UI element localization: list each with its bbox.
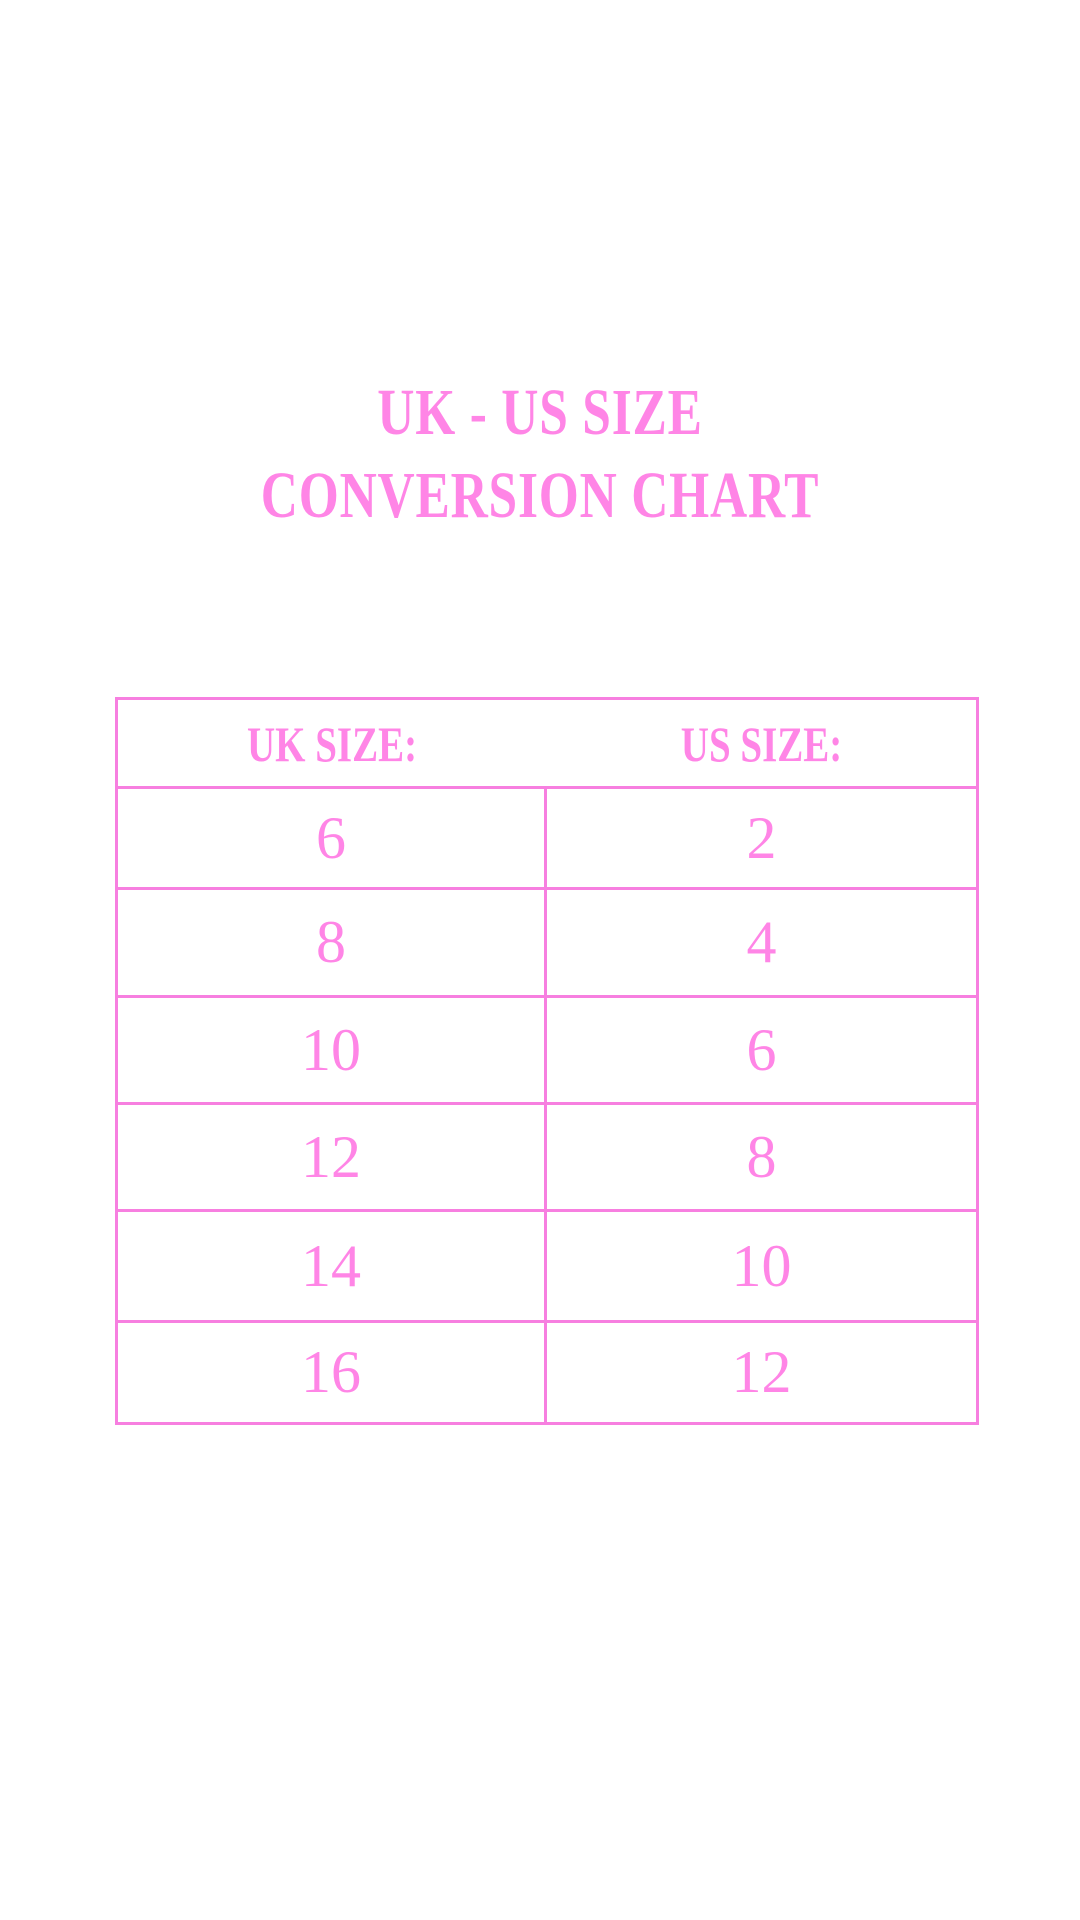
table-row: 12 8 <box>118 1102 976 1209</box>
header-uk-size: UK SIZE: <box>247 716 418 772</box>
table-row: 8 4 <box>118 887 976 995</box>
table-row: 6 2 <box>118 786 976 887</box>
table-header-row: UK SIZE: US SIZE: <box>118 700 976 788</box>
title-line-2: CONVERSION CHART <box>260 459 820 532</box>
uk-size-cell: 6 <box>118 789 547 887</box>
size-conversion-table: UK SIZE: US SIZE: 6 2 8 4 10 6 12 8 14 1… <box>115 697 979 1425</box>
us-size-cell: 2 <box>746 804 777 871</box>
us-size-cell: 6 <box>746 1016 777 1083</box>
table-row: 16 12 <box>118 1320 976 1422</box>
us-size-cell: 12 <box>731 1339 792 1405</box>
header-us-size: US SIZE: <box>680 716 843 772</box>
table-row: 14 10 <box>118 1209 976 1320</box>
us-size-cell: 8 <box>746 1123 777 1190</box>
us-size-cell: 4 <box>746 909 777 975</box>
uk-size-cell: 8 <box>118 890 547 995</box>
table-row: 10 6 <box>118 995 976 1102</box>
uk-size-cell: 12 <box>118 1105 547 1209</box>
uk-size-cell: 10 <box>118 998 547 1102</box>
us-size-cell: 10 <box>731 1232 792 1299</box>
uk-size-cell: 16 <box>118 1323 547 1422</box>
title-line-1: UK - US SIZE <box>377 376 703 449</box>
uk-size-cell: 14 <box>118 1212 547 1320</box>
